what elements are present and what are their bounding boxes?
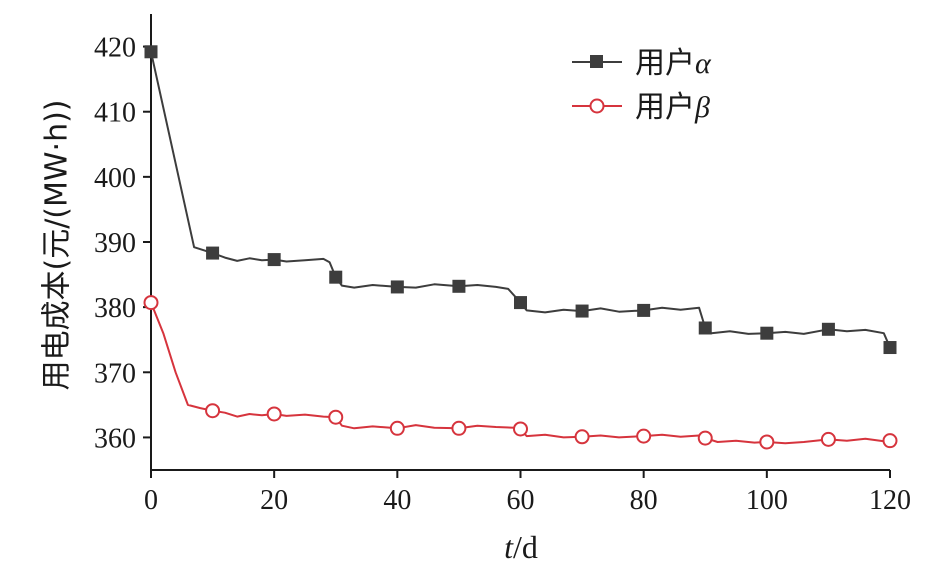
legend-label-alpha-prefix: 用户 <box>635 46 695 81</box>
y-tick-label: 370 <box>94 358 136 389</box>
data-point-beta <box>574 429 590 445</box>
series-alpha <box>144 45 897 355</box>
legend: 用户α 用户β <box>572 46 712 125</box>
data-point-alpha <box>698 321 712 335</box>
legend-marker-alpha <box>590 55 603 68</box>
axes <box>150 14 890 471</box>
x-axis-unit: /d <box>513 529 538 565</box>
x-tick-label: 60 <box>507 485 535 516</box>
x-tick-label: 120 <box>869 485 911 516</box>
x-axis-title: t/d <box>504 529 538 565</box>
data-point-beta <box>205 403 221 419</box>
x-tick-label: 0 <box>144 485 158 516</box>
data-point-beta <box>882 433 898 449</box>
y-axis-title: 用电成本(元/(MW·h)) <box>40 99 75 390</box>
legend-item-beta: 用户β <box>572 90 710 125</box>
y-tick-label: 400 <box>94 163 136 194</box>
data-point-alpha <box>267 253 281 267</box>
data-point-beta <box>451 420 467 436</box>
data-point-alpha <box>390 280 404 294</box>
legend-label-alpha: 用户α <box>635 46 712 81</box>
legend-label-beta-prefix: 用户 <box>635 90 695 125</box>
data-point-beta <box>820 431 836 447</box>
x-tick-label: 20 <box>260 485 288 516</box>
data-point-beta <box>513 421 528 437</box>
data-point-alpha <box>575 304 589 318</box>
y-tick-label: 390 <box>94 228 136 259</box>
series-layer <box>143 45 898 450</box>
y-tick-label: 360 <box>94 423 136 454</box>
data-point-alpha <box>883 341 897 355</box>
y-tick-label: 380 <box>94 293 136 324</box>
data-point-beta <box>266 406 282 422</box>
legend-marker-beta <box>589 98 605 114</box>
data-point-alpha <box>329 270 343 284</box>
data-point-beta <box>759 434 775 450</box>
x-tick-label: 40 <box>383 485 411 516</box>
y-tick-label: 410 <box>94 98 136 129</box>
legend-item-alpha: 用户α <box>572 46 712 81</box>
legend-label-beta: 用户β <box>635 90 710 125</box>
x-tick-label: 100 <box>746 485 788 516</box>
data-point-alpha <box>821 322 835 336</box>
data-point-alpha <box>206 246 220 260</box>
data-point-alpha <box>637 303 651 317</box>
data-point-alpha <box>452 279 466 293</box>
data-point-alpha <box>514 296 527 310</box>
x-tick-label: 80 <box>630 485 658 516</box>
x-axis-variable: t <box>504 529 514 565</box>
data-point-beta <box>328 409 344 425</box>
series-beta <box>143 295 898 450</box>
data-point-beta <box>143 295 159 311</box>
data-point-beta <box>636 428 652 444</box>
data-point-beta <box>697 430 713 446</box>
data-point-alpha <box>144 45 158 59</box>
data-point-alpha <box>760 326 774 340</box>
legend-label-alpha-symbol: α <box>695 47 712 80</box>
legend-label-beta-symbol: β <box>694 91 710 124</box>
y-tick-label: 420 <box>94 33 136 64</box>
ticks: 0 20 40 60 80 100 120 360 370 380 390 400 410 420 <box>94 33 911 516</box>
series-line-beta <box>150 302 891 445</box>
data-point-beta <box>389 420 405 436</box>
